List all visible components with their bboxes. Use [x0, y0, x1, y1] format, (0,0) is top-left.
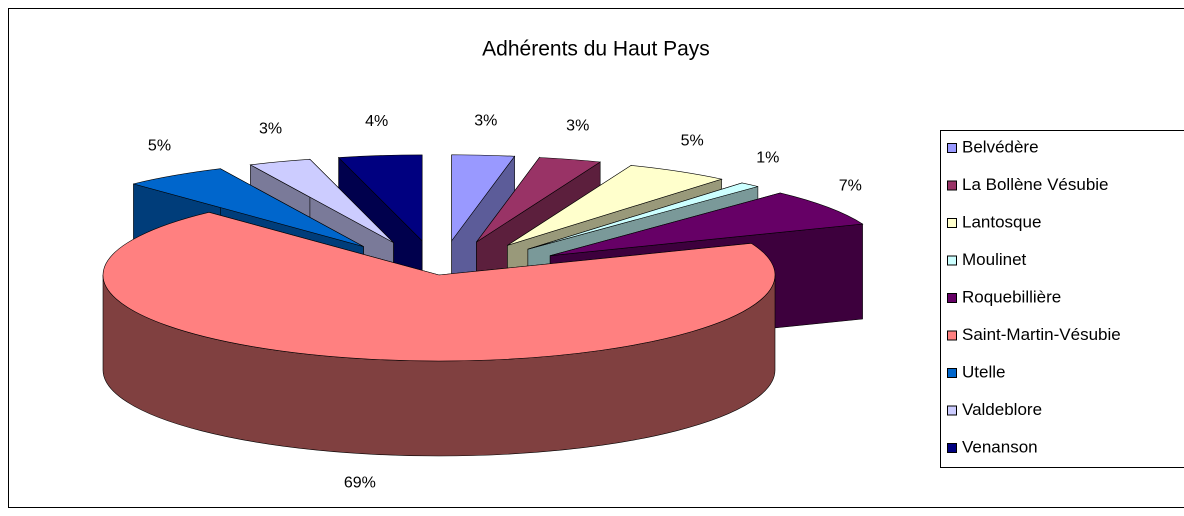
slice — [451, 154, 516, 242]
legend-swatch — [947, 180, 957, 191]
slice — [507, 165, 723, 246]
legend: Belvédère La Bollène Vésubie Lantosque Moul… — [940, 130, 1184, 468]
slice — [102, 211, 776, 362]
slice — [550, 192, 864, 256]
data-label: 1% — [756, 149, 779, 166]
legend-label: Venanson — [962, 437, 1038, 456]
legend-label: Saint-Martin-Vésubie — [962, 325, 1121, 344]
legend-label: Lantosque — [962, 212, 1041, 231]
legend-label: Moulinet — [962, 250, 1027, 269]
legend-box — [940, 130, 1184, 468]
slice — [337, 154, 423, 242]
slice — [476, 157, 602, 243]
slice — [133, 168, 364, 247]
data-label: 3% — [566, 118, 589, 135]
legend-label: Roquebillière — [962, 287, 1061, 306]
legend-swatch — [947, 443, 957, 453]
legend-label: Utelle — [962, 362, 1005, 381]
legend-swatch — [947, 405, 957, 416]
data-label: 69% — [344, 475, 376, 492]
legend-swatch — [947, 218, 957, 228]
pie: 3% 3% 5% 1% 7% 69% 5% 3% 4% — [102, 112, 864, 492]
data-label: 3% — [259, 121, 282, 138]
legend-label: La Bollène Vésubie — [962, 175, 1109, 194]
legend-label: Valdeblore — [962, 400, 1042, 419]
slice — [527, 182, 758, 250]
legend-swatch — [947, 368, 957, 378]
legend-swatch — [947, 143, 957, 153]
data-label: 7% — [839, 178, 862, 195]
data-label: 4% — [365, 113, 388, 130]
data-label: 3% — [474, 112, 497, 129]
data-label: 5% — [148, 138, 171, 155]
legend-swatch — [947, 255, 957, 266]
chart-title: Adhérents du Haut Pays — [482, 38, 710, 61]
legend-swatch — [947, 293, 957, 303]
slice — [249, 159, 394, 243]
legend-label: Belvédère — [962, 137, 1039, 156]
data-label: 5% — [681, 133, 704, 150]
legend-swatch — [947, 330, 957, 341]
